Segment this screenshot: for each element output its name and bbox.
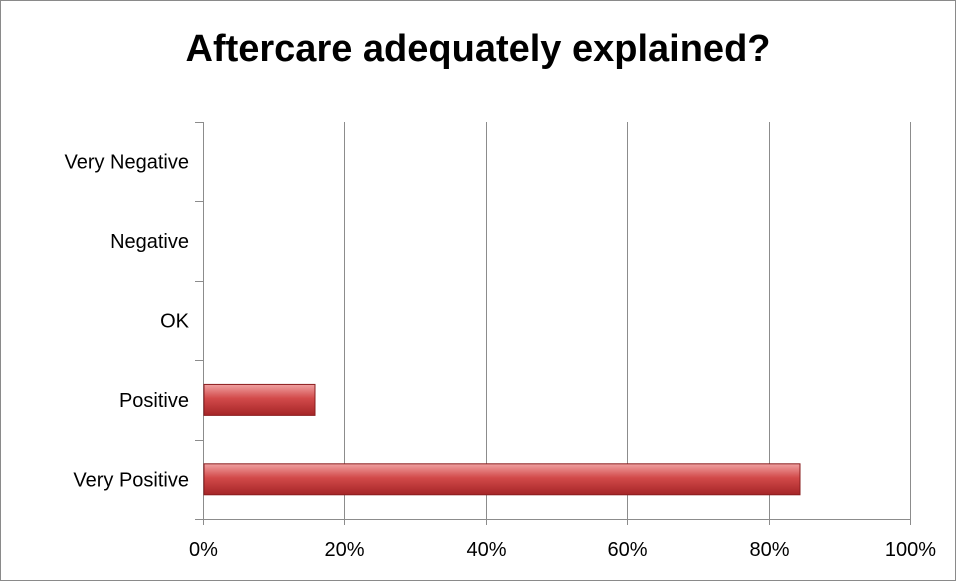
category-label: Negative — [110, 231, 189, 253]
category-label: Very Positive — [73, 469, 189, 491]
x-tick-label: 0% — [189, 539, 218, 561]
x-tick-label: 40% — [466, 539, 506, 561]
x-tick-label: 20% — [324, 539, 364, 561]
category-label: OK — [160, 311, 190, 333]
category-label: Very Negative — [64, 152, 189, 174]
bars — [203, 383, 801, 496]
x-tick-label: 100% — [885, 539, 936, 561]
labels: 0% 20% 40% 60% 80% 100% Very Negative Negative O… — [64, 152, 936, 561]
gridlines — [344, 122, 911, 519]
x-tick-label: 60% — [607, 539, 647, 561]
x-tick-label: 80% — [749, 539, 789, 561]
axes — [195, 122, 911, 525]
chart-title: Aftercare adequately explained? — [185, 28, 771, 70]
bar — [203, 463, 801, 496]
category-label: Positive — [119, 390, 189, 412]
bar — [203, 383, 316, 416]
